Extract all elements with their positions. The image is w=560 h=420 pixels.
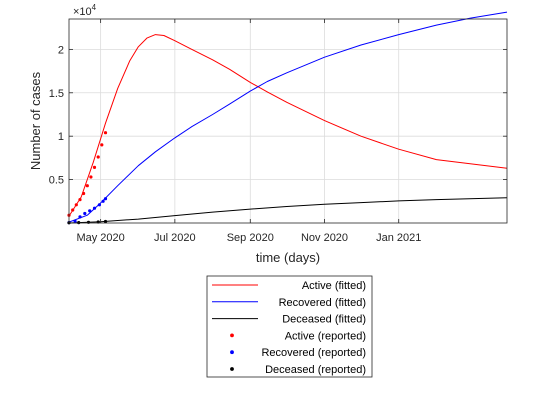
data-point-recovered-reported	[83, 211, 87, 216]
data-point-recovered-reported	[101, 199, 105, 203]
x-tick-label: Sep 2020	[227, 232, 274, 244]
data-point-active-reported	[74, 203, 78, 207]
y-tick-label: 0.5	[49, 175, 64, 187]
x-tick-label: Nov 2020	[301, 232, 348, 244]
data-point-recovered-reported	[92, 206, 97, 210]
data-point-active-reported	[78, 198, 82, 202]
data-point-active-reported	[71, 208, 75, 212]
data-point-active-reported	[89, 175, 93, 179]
x-tick-label: Jan 2021	[376, 232, 421, 244]
legend-entry-label: Active (reported)	[285, 330, 366, 342]
data-point-recovered-reported	[97, 203, 101, 207]
legend-swatch-point	[230, 333, 234, 338]
x-axis-label: time (days)	[256, 250, 320, 265]
data-point-active-reported	[82, 191, 86, 196]
series-line-recovered-fitted	[68, 11, 508, 223]
data-point-recovered-reported	[78, 215, 82, 219]
plot-frame	[68, 18, 508, 224]
plot-area	[69, 19, 507, 223]
y-tick-label: 2	[58, 44, 64, 56]
legend: Active (fitted) Recovered (fitted) Decease…	[212, 280, 366, 376]
legend-entry-label: Deceased (reported)	[265, 364, 366, 376]
x-axis-ticks: May 2020 Jul 2020 Sep 2020 Nov 2020 Jan 2021	[76, 19, 421, 244]
data-point-recovered-reported	[88, 209, 92, 213]
data-point-active-reported	[96, 155, 100, 159]
x-tick-label: May 2020	[76, 232, 124, 244]
data-point-recovered-reported	[103, 197, 108, 201]
data-point-active-reported	[92, 165, 97, 169]
data-point-active-reported	[85, 184, 89, 188]
y-axis-ticks: 0.5 1 1.5 2	[49, 44, 507, 187]
legend-entry-label: Recovered (reported)	[261, 347, 366, 359]
data-point-recovered-reported	[73, 219, 77, 223]
series-line-deceased-fitted	[68, 197, 508, 224]
legend-box	[206, 275, 373, 378]
series-line-active-fitted	[68, 34, 508, 217]
legend-entry-label: Deceased (fitted)	[282, 314, 366, 326]
series-lines	[68, 11, 508, 224]
legend-entry-label: Recovered (fitted)	[279, 297, 366, 309]
data-point-active-reported	[100, 143, 104, 147]
legend-swatch-point	[230, 367, 234, 371]
data-point-deceased-reported	[103, 219, 108, 224]
legend-swatch-point	[230, 350, 234, 355]
y-exponent-label: ×104	[73, 3, 97, 18]
y-axis-label: Number of cases	[28, 71, 43, 170]
data-point-deceased-reported	[86, 220, 91, 224]
x-tick-label: Jul 2020	[154, 232, 196, 244]
legend-entry-label: Active (fitted)	[302, 280, 366, 292]
y-tick-label: 1.5	[49, 88, 64, 100]
gridlines	[69, 19, 507, 223]
data-point-active-reported	[103, 131, 108, 135]
y-tick-label: 1	[58, 131, 64, 143]
